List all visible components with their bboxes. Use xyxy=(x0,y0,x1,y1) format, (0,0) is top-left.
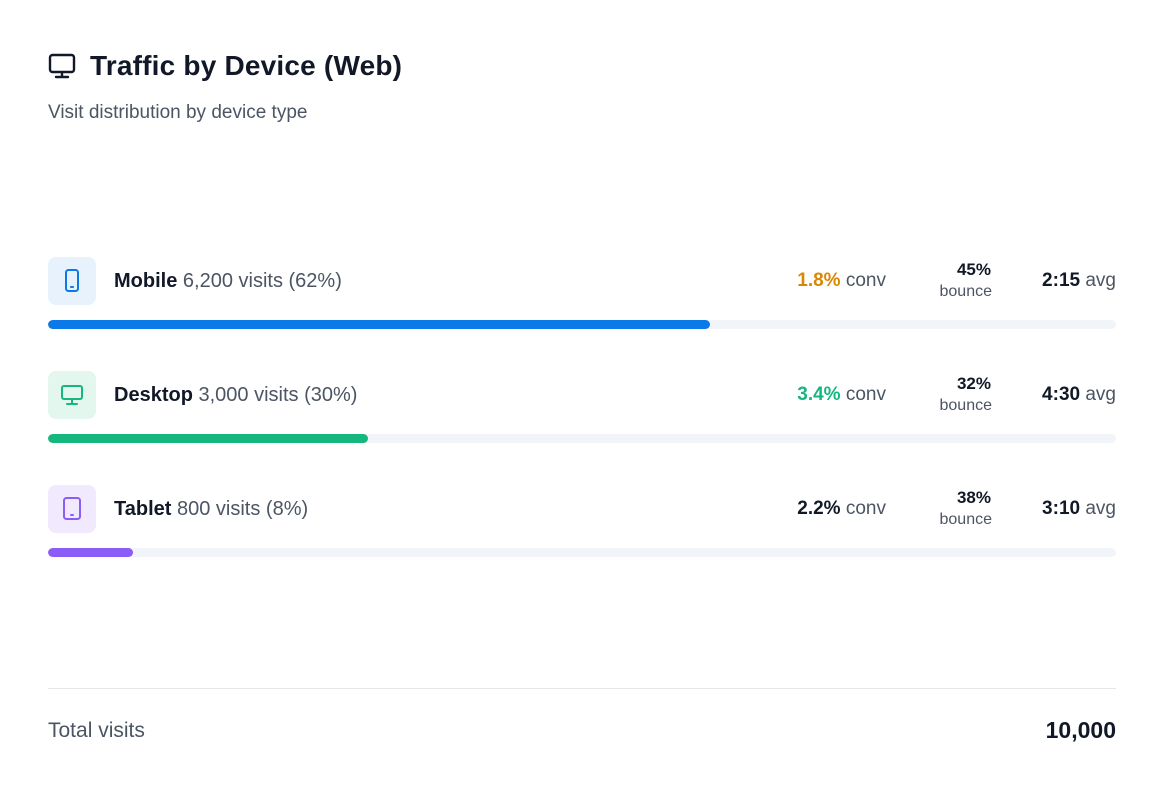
conversion-rate: 2.2% conv xyxy=(786,498,886,520)
share-bar-track xyxy=(48,320,1116,329)
share-bar-fill xyxy=(48,548,134,557)
total-visits-value: 10,000 xyxy=(1045,717,1116,743)
device-visits: 3,000 visits (30%) xyxy=(198,383,358,406)
device-row-mobile: Mobile 6,200 visits (62%) 1.8% conv 45% … xyxy=(48,257,1116,371)
avg-label: avg xyxy=(1085,270,1116,291)
bounce-label: bounce xyxy=(939,283,993,300)
avg-session-time: 2:15 avg xyxy=(992,270,1116,292)
avg-label: avg xyxy=(1085,384,1116,405)
device-label: Desktop 3,000 visits (30%) xyxy=(114,384,357,407)
device-name: Tablet xyxy=(114,497,172,520)
title-row: Traffic by Device (Web) xyxy=(48,50,402,82)
device-visits: 6,200 visits (62%) xyxy=(182,269,342,292)
bounce-label: bounce xyxy=(939,397,993,414)
bounce-value: 38% xyxy=(956,488,991,507)
device-visits: 800 visits (8%) xyxy=(176,497,309,520)
device-name: Desktop xyxy=(114,383,193,406)
bounce-value: 32% xyxy=(956,374,991,393)
total-visits-label: Total visits xyxy=(48,719,145,742)
conversion-value: 2.2% xyxy=(797,498,841,519)
avg-session-time: 3:10 avg xyxy=(992,498,1116,520)
conversion-rate: 1.8% conv xyxy=(786,270,886,292)
bounce-rate: 38% bounce xyxy=(886,487,993,531)
device-name: Mobile xyxy=(114,269,178,292)
device-row-desktop: Desktop 3,000 visits (30%) 3.4% conv 32%… xyxy=(48,371,1116,485)
monitor-icon xyxy=(48,53,76,79)
page-title: Traffic by Device (Web) xyxy=(90,50,403,81)
device-label: Tablet 800 visits (8%) xyxy=(114,498,308,521)
card-header: Traffic by Device (Web) Visit distributi… xyxy=(48,50,402,124)
page-subtitle: Visit distribution by device type xyxy=(48,102,308,123)
mobile-icon xyxy=(48,257,96,305)
avg-value: 4:30 xyxy=(1042,384,1081,405)
bounce-value: 45% xyxy=(956,260,991,279)
footer-divider xyxy=(48,688,1116,689)
bounce-label: bounce xyxy=(939,511,993,528)
conversion-value: 3.4% xyxy=(797,384,841,405)
avg-value: 2:15 xyxy=(1042,270,1081,291)
avg-value: 3:10 xyxy=(1042,498,1081,519)
share-bar-fill xyxy=(48,320,711,329)
desktop-icon xyxy=(48,371,96,419)
avg-session-time: 4:30 avg xyxy=(992,384,1116,406)
device-list: Mobile 6,200 visits (62%) 1.8% conv 45% … xyxy=(48,257,1116,599)
share-bar-fill xyxy=(48,434,369,443)
conversion-rate: 3.4% conv xyxy=(786,384,886,406)
device-label: Mobile 6,200 visits (62%) xyxy=(114,270,342,293)
avg-label: avg xyxy=(1085,498,1116,519)
device-row-tablet: Tablet 800 visits (8%) 2.2% conv 38% bou… xyxy=(48,485,1116,599)
conversion-value: 1.8% xyxy=(797,270,841,291)
bounce-rate: 32% bounce xyxy=(886,373,993,417)
share-bar-track xyxy=(48,434,1116,443)
conversion-label: conv xyxy=(845,384,886,405)
conversion-label: conv xyxy=(845,498,886,519)
tablet-icon xyxy=(48,485,96,533)
bounce-rate: 45% bounce xyxy=(886,259,993,303)
conversion-label: conv xyxy=(845,270,886,291)
share-bar-track xyxy=(48,548,1116,557)
